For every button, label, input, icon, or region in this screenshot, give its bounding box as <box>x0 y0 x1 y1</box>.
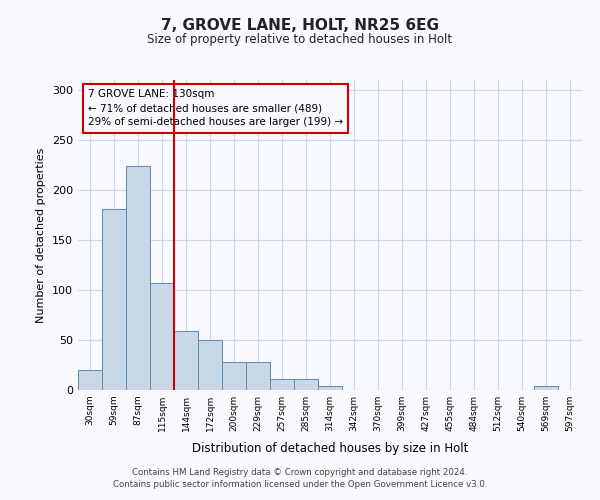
Bar <box>318 386 342 390</box>
Text: 7, GROVE LANE, HOLT, NR25 6EG: 7, GROVE LANE, HOLT, NR25 6EG <box>161 18 439 32</box>
Bar <box>174 331 198 390</box>
Text: 7 GROVE LANE: 130sqm
← 71% of detached houses are smaller (489)
29% of semi-deta: 7 GROVE LANE: 130sqm ← 71% of detached h… <box>88 90 343 128</box>
Bar <box>246 362 270 390</box>
Bar <box>270 379 294 390</box>
Bar <box>534 386 558 390</box>
Y-axis label: Number of detached properties: Number of detached properties <box>37 148 46 322</box>
X-axis label: Distribution of detached houses by size in Holt: Distribution of detached houses by size … <box>192 442 468 456</box>
Text: Contains HM Land Registry data © Crown copyright and database right 2024.
Contai: Contains HM Land Registry data © Crown c… <box>113 468 487 489</box>
Text: Size of property relative to detached houses in Holt: Size of property relative to detached ho… <box>148 32 452 46</box>
Bar <box>78 370 102 390</box>
Bar <box>222 362 246 390</box>
Bar <box>102 209 126 390</box>
Bar <box>126 166 150 390</box>
Bar <box>150 283 174 390</box>
Bar <box>294 379 318 390</box>
Bar <box>198 340 222 390</box>
